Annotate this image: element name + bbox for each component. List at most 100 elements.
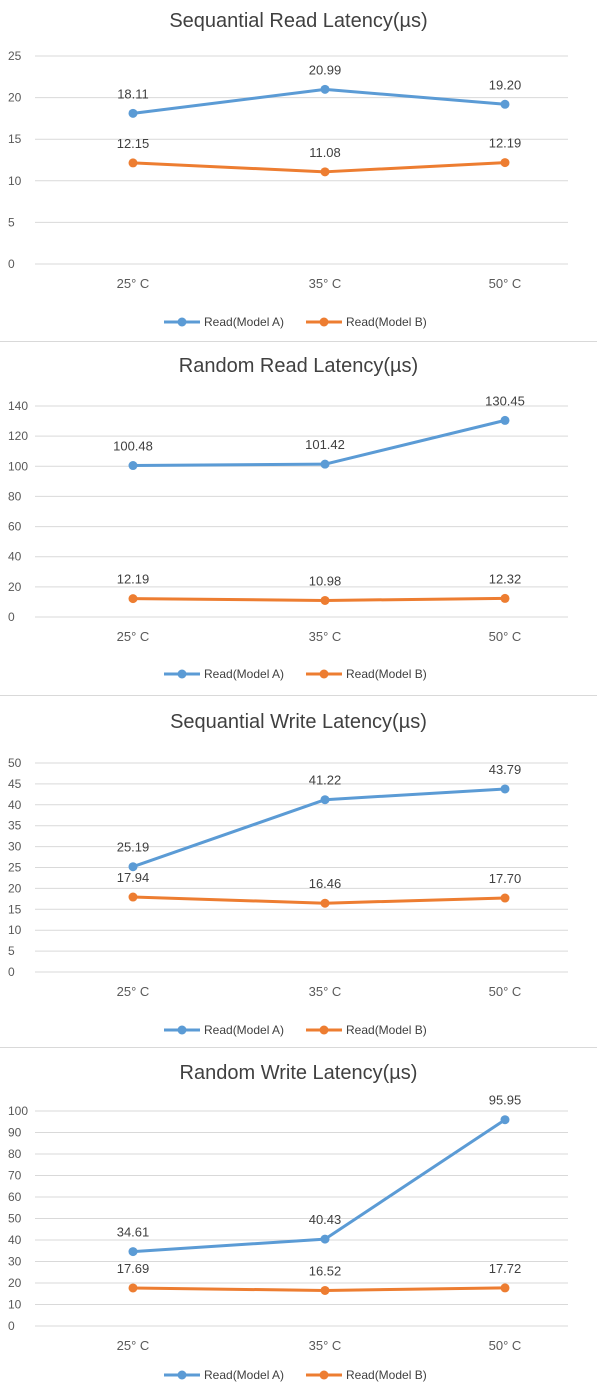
y-tick-label: 15 (8, 132, 22, 146)
chart-svg: 0 20 40 60 80 100 120 140 25° C 35° C 50° C 100.48 1… (8, 393, 568, 681)
y-tick-label: 20 (8, 91, 22, 105)
x-tick-label: 50° C (489, 629, 522, 644)
y-tick-label: 30 (8, 840, 22, 854)
y-tick-label: 80 (8, 1147, 22, 1161)
chart-title: Random Read Latency(µs) (178, 355, 419, 377)
data-point (500, 593, 510, 603)
data-point (500, 893, 510, 903)
legend-label: Read(Model A) (204, 315, 284, 329)
data-point (500, 1115, 510, 1125)
legend-label: Read(Model B) (346, 315, 427, 329)
data-label: 12.32 (489, 571, 522, 586)
legend-label: Read(Model A) (204, 667, 284, 681)
y-tick-label: 25 (8, 49, 22, 63)
data-point (320, 795, 330, 805)
y-tick-label: 50 (8, 1212, 22, 1226)
data-label: 18.11 (117, 86, 149, 101)
data-point (128, 158, 138, 168)
panel-divider (0, 695, 597, 696)
data-label: 20.99 (309, 62, 342, 77)
x-tick-label: 50° C (489, 1338, 522, 1353)
data-point (320, 898, 330, 908)
y-tick-label: 60 (8, 520, 22, 534)
data-label: 34.61 (117, 1225, 150, 1240)
series-line (132, 87, 506, 115)
data-point (500, 415, 510, 425)
data-label: 17.70 (489, 871, 522, 886)
data-label: 101.42 (305, 437, 345, 452)
chart-svg: 0 5 10 15 20 25 25° C 35° C 50° C 18.11 20.99 19.20… (8, 49, 568, 329)
y-tick-label: 60 (8, 1190, 22, 1204)
chart-panel-random-read: Random Read Latency(µs) 0 20 40 60 80 100 120 1… (0, 343, 597, 695)
y-tick-label: 10 (8, 174, 22, 188)
data-point (128, 108, 138, 118)
legend-label: Read(Model B) (346, 1023, 427, 1037)
y-tick-label: 45 (8, 777, 22, 791)
x-tick-label: 25° C (117, 1338, 150, 1353)
y-tick-label: 120 (8, 429, 28, 443)
chart-title: Random Write Latency(µs) (179, 1062, 418, 1084)
data-point (500, 99, 510, 109)
data-point (320, 1285, 330, 1295)
data-label: 40.43 (309, 1212, 342, 1227)
chart-svg: 0 5 10 15 20 25 30 35 40 45 50 25° C 35° C 50° C 25.19… (8, 756, 568, 1037)
data-label: 130.45 (485, 393, 525, 408)
data-label: 95.95 (489, 1093, 522, 1108)
legend-label: Read(Model B) (346, 667, 427, 681)
y-tick-label: 50 (8, 756, 22, 770)
y-tick-label: 15 (8, 902, 22, 916)
data-label: 12.19 (489, 136, 522, 151)
data-point (320, 167, 330, 177)
data-label: 41.22 (309, 773, 342, 788)
series-line (132, 1286, 506, 1292)
data-point (128, 1283, 138, 1293)
data-label: 25.19 (117, 840, 150, 855)
y-tick-label: 140 (8, 399, 28, 413)
data-point (128, 862, 138, 872)
legend-swatch-marker (177, 669, 187, 679)
legend-label: Read(Model A) (204, 1368, 284, 1382)
chart-svg: 0 10 20 30 40 50 60 70 80 90 100 25° C 35° C 50° C 34.… (8, 1093, 568, 1382)
y-tick-label: 90 (8, 1126, 22, 1140)
y-tick-label: 0 (8, 965, 15, 979)
y-tick-label: 70 (8, 1169, 22, 1183)
y-tick-label: 5 (8, 215, 15, 229)
data-point (320, 459, 330, 469)
y-tick-label: 35 (8, 819, 22, 833)
data-point (128, 594, 138, 604)
legend-swatch-marker (319, 669, 329, 679)
data-label: 100.48 (113, 439, 153, 454)
y-tick-label: 0 (8, 257, 15, 271)
data-point (500, 1283, 510, 1293)
x-tick-label: 50° C (489, 984, 522, 999)
data-point (320, 595, 330, 605)
data-point (500, 158, 510, 168)
series-line (132, 596, 506, 602)
y-tick-label: 40 (8, 1233, 22, 1247)
y-tick-label: 100 (8, 459, 28, 473)
y-tick-label: 20 (8, 580, 22, 594)
series-line (132, 895, 506, 905)
data-point (320, 1234, 330, 1244)
x-tick-label: 35° C (309, 629, 342, 644)
chart-title: Sequantial Read Latency(µs) (169, 10, 428, 32)
y-tick-label: 20 (8, 1276, 22, 1290)
series-line (132, 787, 506, 869)
series-line (132, 1118, 506, 1254)
x-tick-label: 25° C (117, 276, 150, 291)
panel-divider (0, 1047, 597, 1048)
data-point (128, 461, 138, 471)
x-tick-label: 35° C (309, 984, 342, 999)
data-label: 16.46 (309, 876, 342, 891)
y-tick-label: 10 (8, 923, 22, 937)
data-label: 16.52 (309, 1263, 342, 1278)
legend-swatch-marker (319, 1370, 329, 1380)
legend-label: Read(Model B) (346, 1368, 427, 1382)
data-label: 12.15 (117, 136, 150, 151)
legend-swatch-marker (319, 317, 329, 327)
x-tick-label: 35° C (309, 276, 342, 291)
x-tick-label: 50° C (489, 276, 522, 291)
y-tick-label: 40 (8, 550, 22, 564)
x-tick-label: 35° C (309, 1338, 342, 1353)
legend-swatch-marker (177, 317, 187, 327)
